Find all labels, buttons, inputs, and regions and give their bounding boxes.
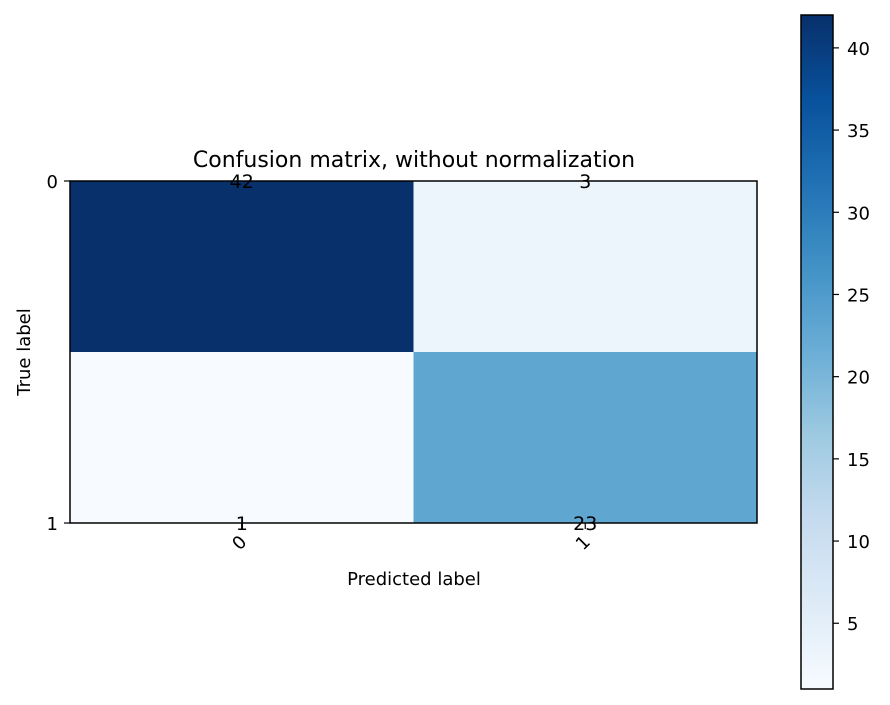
y-axis-label: True label: [14, 308, 35, 397]
y-tick-label: 0: [47, 172, 58, 193]
x-tick-label: 1: [572, 532, 595, 555]
colorbar-tick-label: 20: [847, 368, 870, 389]
heatmap-cell: [70, 352, 414, 524]
colorbar-tick-label: 25: [847, 285, 870, 306]
colorbar-tick-label: 35: [847, 121, 870, 142]
chart-title: Confusion matrix, without normalization: [193, 148, 635, 173]
colorbar-tick-label: 10: [847, 532, 870, 553]
heatmap-cell: [413, 352, 758, 524]
cell-value-label: 42: [230, 171, 254, 193]
x-tick-label: 0: [228, 532, 251, 555]
colorbar-tick-label: 5: [847, 614, 858, 635]
colorbar-tick-label: 40: [847, 39, 870, 60]
colorbar-tick-label: 30: [847, 203, 870, 224]
colorbar: [800, 14, 834, 690]
heatmap-cell: [413, 181, 758, 353]
y-axis-ticks: 01: [47, 172, 70, 535]
colorbar-tick-label: 15: [847, 450, 870, 471]
colorbar-ticks: 5 10 15 20 25 30 35 40: [833, 39, 870, 635]
x-axis-label: Predicted label: [347, 569, 481, 590]
y-tick-label: 1: [47, 514, 58, 535]
plot-frame: [69, 180, 758, 524]
heatmap-cell: [70, 181, 414, 353]
heatmap-cells: [70, 181, 758, 524]
cell-value-label: 3: [579, 171, 591, 193]
